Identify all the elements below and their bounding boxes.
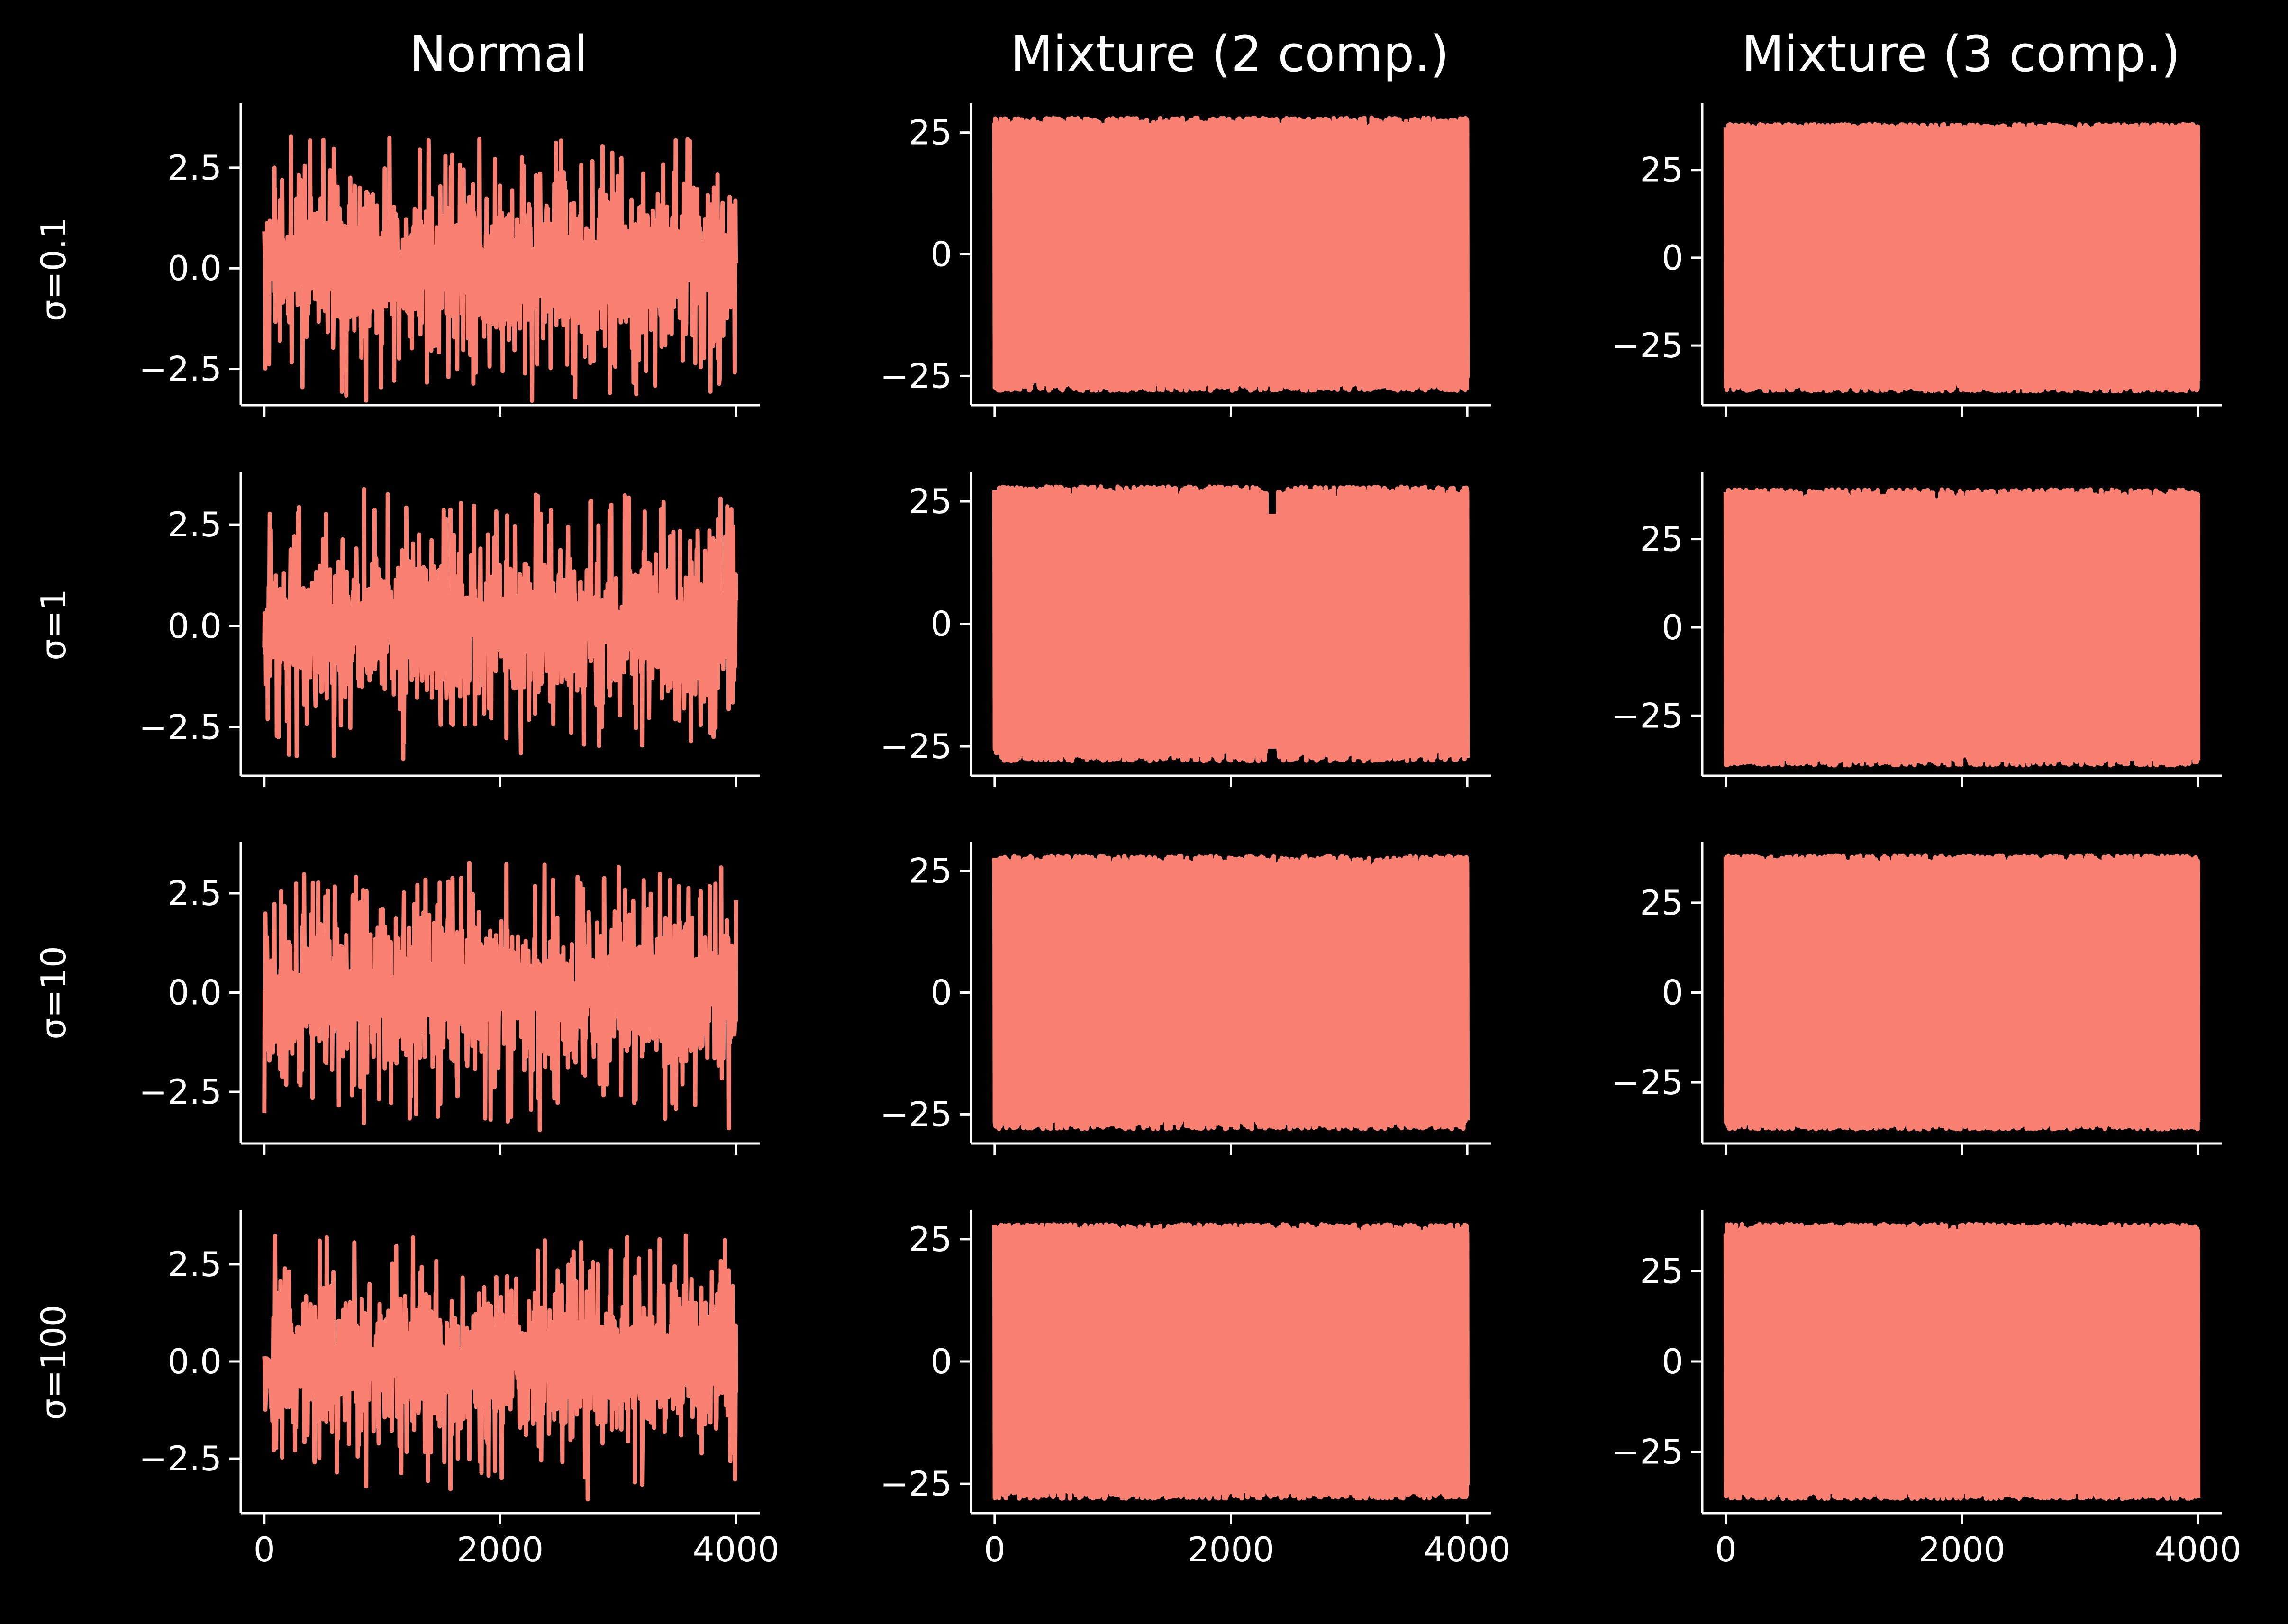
y-tick-label: 0	[1662, 608, 1683, 647]
panel-r3-c2: −25 0 25 0 2000 4000	[1611, 1210, 2242, 1570]
series-line	[992, 484, 1470, 763]
y-tick-label: 0	[1662, 973, 1683, 1013]
y-tick-label: 2.5	[167, 1244, 222, 1284]
row-label-sigma-10: σ=10	[34, 946, 73, 1040]
row-label-sigma-0-1: σ=0.1	[34, 217, 73, 321]
y-tick-label: 0	[930, 1342, 952, 1381]
panel-r3-c0: −2.5 0.0 2.5 0 2000 4000	[139, 1210, 780, 1570]
y-tick-label: 0	[930, 235, 952, 274]
x-tick-label: 4000	[2155, 1530, 2242, 1570]
x-tick-label: 2000	[1918, 1530, 2005, 1570]
panel-r2-c2: −25 0 25	[1611, 842, 2222, 1155]
y-tick-label: 2.5	[167, 505, 222, 544]
x-tick-label: 0	[1715, 1530, 1737, 1570]
x-tick-label: 4000	[1424, 1530, 1511, 1570]
series-line	[992, 853, 1470, 1132]
y-tick-label: −25	[1611, 1062, 1683, 1102]
y-tick-label: −25	[1611, 696, 1683, 735]
x-tick-label: 0	[254, 1530, 275, 1570]
y-tick-label: −25	[1611, 1432, 1683, 1471]
panel-r2-c1: −25 0 25	[880, 842, 1491, 1155]
series-line	[1723, 122, 2201, 394]
panel-r0-c1: −25 0 25	[880, 103, 1491, 417]
y-tick-label: 2.5	[167, 873, 222, 913]
column-title-mixture-2: Mixture (2 comp.)	[1010, 25, 1449, 83]
panel-r1-c1: −25 0 25	[880, 472, 1491, 787]
panel-r1-c2: −25 0 25	[1611, 472, 2222, 787]
y-tick-label: −2.5	[139, 1072, 222, 1112]
y-tick-label: −25	[880, 1094, 952, 1134]
y-tick-label: 25	[1640, 150, 1683, 190]
panel-r3-c1: −25 0 25 0 2000 4000	[880, 1210, 1511, 1570]
y-tick-label: −2.5	[139, 1439, 222, 1479]
series-line	[992, 115, 1470, 393]
panel-r2-c0: −2.5 0.0 2.5	[139, 842, 760, 1155]
x-tick-label: 2000	[457, 1530, 544, 1570]
y-tick-label: 25	[908, 851, 952, 891]
series-line	[1723, 853, 2201, 1132]
y-tick-label: 25	[908, 1219, 952, 1259]
y-tick-label: 25	[1640, 519, 1683, 559]
panels-layer: −2.50.02.5−25025−25025−2.50.02.5−25025−2…	[139, 103, 2242, 1570]
y-tick-label: −25	[880, 1464, 952, 1504]
series-line	[992, 1222, 1470, 1501]
y-tick-label: −25	[1611, 326, 1683, 365]
x-tick-label: 2000	[1188, 1530, 1274, 1570]
y-tick-label: −25	[880, 356, 952, 396]
x-tick-label: 0	[984, 1530, 1006, 1570]
column-title-normal: Normal	[409, 25, 588, 83]
y-tick-label: 0.0	[167, 973, 222, 1013]
y-tick-label: 25	[908, 481, 952, 521]
y-tick-label: 0	[1662, 238, 1683, 278]
y-tick-label: 0.0	[167, 1342, 222, 1381]
row-label-sigma-1: σ=1	[34, 589, 73, 661]
panel-r0-c2: −25 0 25	[1611, 103, 2222, 417]
series-line	[1723, 1222, 2201, 1501]
series-line	[262, 1233, 738, 1502]
y-tick-label: 0.0	[167, 606, 222, 646]
series-line	[262, 487, 738, 761]
y-tick-label: −2.5	[139, 707, 222, 747]
y-tick-label: −25	[880, 726, 952, 766]
y-tick-label: 0	[1662, 1342, 1683, 1381]
series-line	[1723, 487, 2201, 768]
y-tick-label: 25	[908, 113, 952, 153]
x-tick-label: 4000	[693, 1530, 780, 1570]
series-line	[262, 134, 738, 403]
y-tick-label: −2.5	[139, 349, 222, 389]
y-tick-label: 25	[1640, 883, 1683, 923]
y-tick-label: 25	[1640, 1252, 1683, 1291]
y-tick-label: 0.0	[167, 248, 222, 288]
column-title-mixture-3: Mixture (3 comp.)	[1742, 25, 2180, 83]
y-tick-label: 2.5	[167, 148, 222, 188]
series-line	[262, 861, 738, 1132]
row-label-sigma-100: σ=100	[34, 1305, 73, 1420]
panel-r1-c0: −2.5 0.0 2.5	[139, 472, 760, 787]
panel-r0-c0: −2.5 0.0 2.5	[139, 103, 760, 417]
y-tick-label: 0	[930, 973, 952, 1013]
y-tick-label: 0	[930, 604, 952, 644]
